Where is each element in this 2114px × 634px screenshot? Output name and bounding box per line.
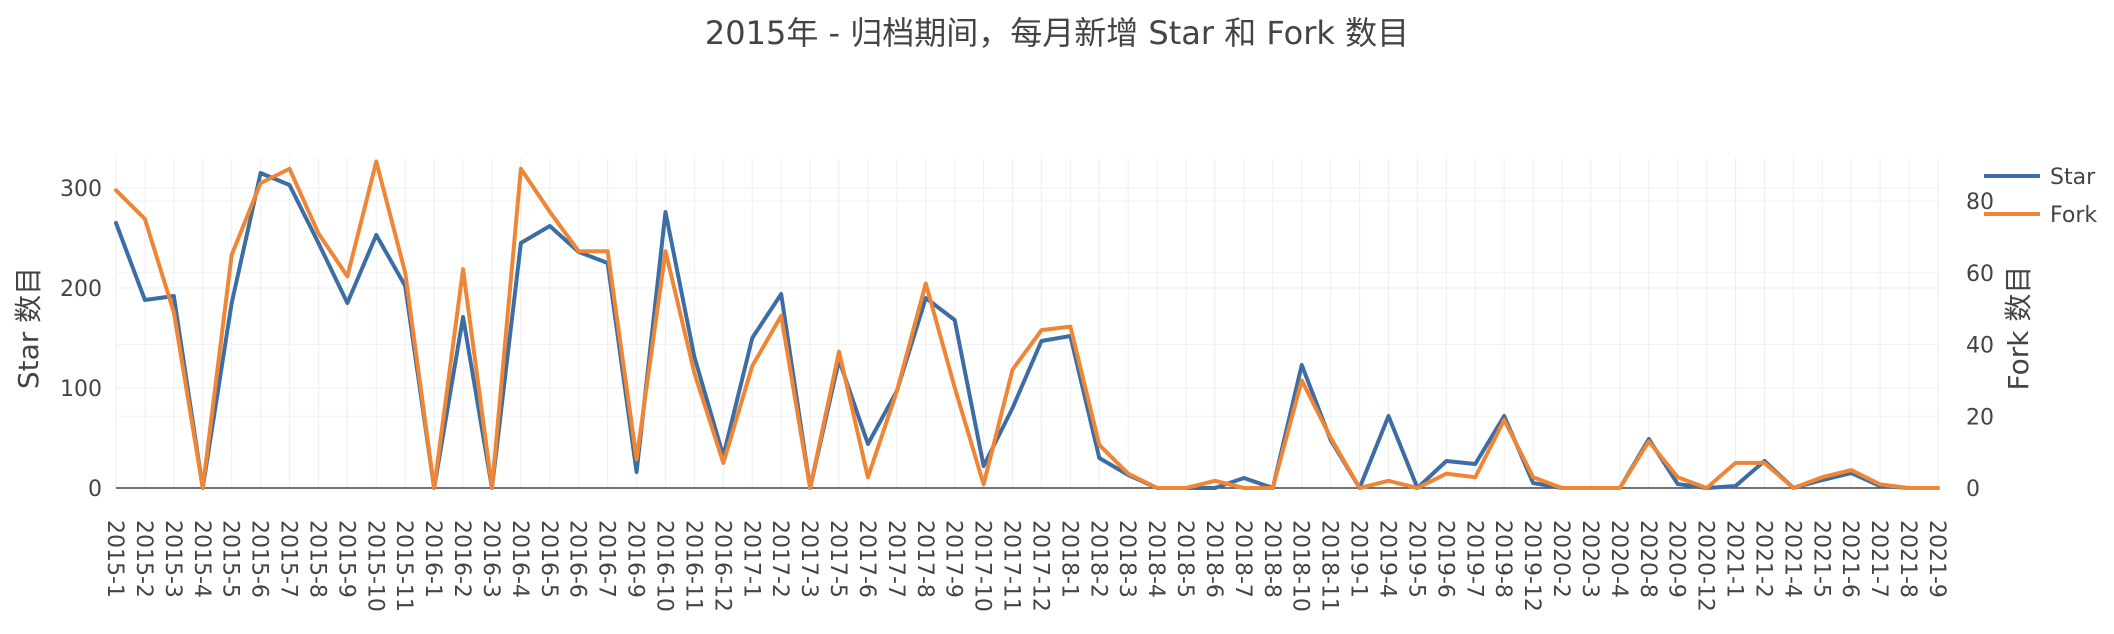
x-tick-label: 2017-12	[1027, 520, 1052, 612]
x-tick-label: 2019-8	[1490, 520, 1515, 598]
x-tick-label: 2015-5	[218, 520, 243, 598]
x-tick-label: 2016-6	[565, 520, 590, 598]
right-tick-label: 80	[1966, 190, 1994, 215]
x-tick-label: 2020-9	[1664, 520, 1689, 598]
series-line-star[interactable]	[114, 171, 1940, 490]
left-axis-ticks: 0 100 200 300	[60, 177, 102, 502]
x-tick-label: 2016-2	[449, 520, 474, 598]
left-axis-title: Star 数目	[12, 267, 45, 389]
x-tick-label: 2020-2	[1548, 520, 1573, 598]
legend[interactable]: Star Fork	[1984, 165, 2097, 228]
x-tick-label: 2015-9	[333, 520, 358, 598]
x-tick-label: 2018-8	[1259, 520, 1284, 598]
x-tick-label: 2015-8	[304, 520, 329, 598]
x-tick-label: 2016-4	[507, 520, 532, 598]
x-tick-label: 2018-6	[1201, 520, 1226, 598]
x-tick-label: 2021-5	[1808, 520, 1833, 598]
x-tick-label: 2017-3	[796, 520, 821, 598]
x-tick-label: 2015-4	[189, 520, 214, 598]
x-tick-label: 2016-3	[478, 520, 503, 598]
left-tick-label: 200	[60, 277, 102, 302]
x-tick-label: 2019-1	[1346, 520, 1371, 598]
x-tick-label: 2017-10	[970, 520, 995, 612]
x-tick-label: 2015-3	[160, 520, 185, 598]
x-tick-label: 2021-2	[1750, 520, 1775, 598]
x-tick-label: 2018-4	[1143, 520, 1168, 598]
legend-label-star: Star	[2050, 165, 2096, 190]
x-tick-label: 2017-11	[999, 520, 1024, 612]
x-tick-label: 2017-9	[941, 520, 966, 598]
x-tick-label: 2018-2	[1085, 520, 1110, 598]
x-tick-label: 2019-6	[1432, 520, 1457, 598]
x-tick-label: 2018-7	[1230, 520, 1255, 598]
x-tick-label: 2017-5	[825, 520, 850, 598]
x-tick-label: 2019-7	[1461, 520, 1486, 598]
left-tick-label: 0	[88, 477, 102, 502]
left-tick-label: 300	[60, 177, 102, 202]
x-tick-label: 2021-1	[1722, 520, 1747, 598]
right-tick-label: 20	[1966, 405, 1994, 430]
x-tick-label: 2017-1	[738, 520, 763, 598]
x-tick-label: 2021-6	[1837, 520, 1862, 598]
x-tick-label: 2020-4	[1606, 520, 1631, 598]
series-line-fork[interactable]	[114, 159, 1940, 490]
x-tick-label: 2017-6	[854, 520, 879, 598]
x-tick-label: 2018-1	[1056, 520, 1081, 598]
x-tick-label: 2021-9	[1924, 520, 1949, 598]
x-tick-label: 2021-8	[1895, 520, 1920, 598]
x-tick-label: 2018-10	[1288, 520, 1313, 612]
x-tick-label: 2021-4	[1779, 520, 1804, 598]
right-tick-label: 0	[1966, 477, 1980, 502]
x-tick-label: 2019-12	[1519, 520, 1544, 612]
x-tick-label: 2017-7	[883, 520, 908, 598]
x-tick-label: 2015-11	[391, 520, 416, 612]
legend-item-star[interactable]: Star	[1984, 165, 2096, 190]
x-tick-label: 2018-3	[1114, 520, 1139, 598]
x-tick-label: 2020-8	[1635, 520, 1660, 598]
legend-label-fork: Fork	[2050, 203, 2097, 228]
right-axis-title: Fork 数目	[2002, 266, 2035, 391]
x-tick-label: 2018-5	[1172, 520, 1197, 598]
x-tick-label: 2016-11	[680, 520, 705, 612]
x-tick-label: 2016-12	[709, 520, 734, 612]
x-tick-label: 2017-8	[912, 520, 937, 598]
right-axis-ticks: 0 20 40 60 80	[1966, 190, 1994, 502]
x-tick-label: 2016-10	[651, 520, 676, 612]
x-tick-label: 2019-5	[1403, 520, 1428, 598]
x-tick-label: 2015-10	[362, 520, 387, 612]
x-tick-label: 2020-3	[1577, 520, 1602, 598]
legend-item-fork[interactable]: Fork	[1984, 203, 2097, 228]
x-tick-label: 2016-1	[420, 520, 445, 598]
x-tick-label: 2019-4	[1375, 520, 1400, 598]
x-tick-label: 2016-5	[536, 520, 561, 598]
x-tick-label: 2021-7	[1866, 520, 1891, 598]
x-tick-label: 2015-2	[131, 520, 156, 598]
x-axis-ticks: 2015-1 2015-2 2015-3 2015-4 2015-5 2015-6 2015…	[102, 520, 1949, 612]
x-tick-label: 2015-1	[102, 520, 127, 598]
x-tick-label: 2017-2	[767, 520, 792, 598]
x-tick-label: 2016-9	[623, 520, 648, 598]
x-tick-label: 2016-7	[594, 520, 619, 598]
series-layer	[114, 159, 1940, 490]
x-tick-label: 2015-7	[276, 520, 301, 598]
x-tick-label: 2018-11	[1317, 520, 1342, 612]
chart-title: 2015年 - 归档期间，每月新增 Star 和 Fork 数目	[705, 14, 1409, 52]
left-tick-label: 100	[60, 377, 102, 402]
x-tick-label: 2020-12	[1693, 520, 1718, 612]
right-tick-label: 60	[1966, 262, 1994, 287]
x-tick-label: 2015-6	[247, 520, 272, 598]
right-tick-label: 40	[1966, 334, 1994, 359]
